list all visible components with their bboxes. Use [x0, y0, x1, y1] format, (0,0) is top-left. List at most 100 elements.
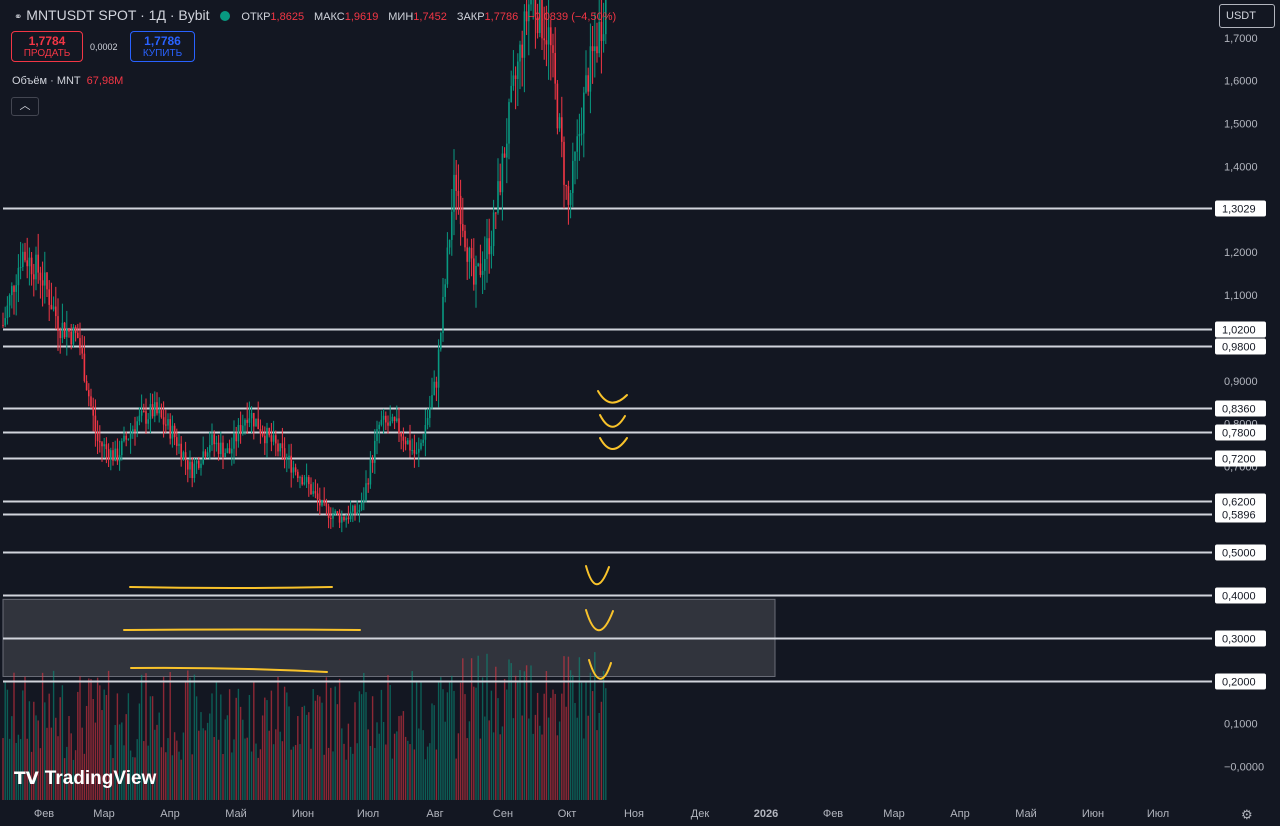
candle-body — [591, 46, 594, 52]
sell-button[interactable]: 1,7784 ПРОДАТЬ — [11, 31, 83, 62]
marker-curve[interactable] — [588, 659, 612, 680]
candle-body — [290, 455, 292, 473]
volume-bar — [517, 680, 519, 800]
candle-body — [169, 419, 171, 439]
y-tick-label: 1,5000 — [1224, 119, 1258, 131]
volume-bar — [72, 759, 75, 800]
volume-bar — [222, 753, 224, 800]
volume-bar — [367, 729, 369, 800]
candle-body — [15, 285, 17, 292]
candle-body — [543, 38, 545, 41]
candle-body — [525, 11, 528, 22]
currency-button[interactable]: USDT — [1219, 4, 1275, 28]
candle-body — [363, 499, 365, 502]
level-badge — [1215, 544, 1266, 561]
candle-body — [367, 483, 369, 485]
candle-body — [393, 416, 396, 422]
candle-body — [116, 448, 119, 462]
volume-bar — [376, 722, 378, 800]
marker-curve[interactable] — [585, 565, 610, 586]
candle-body — [512, 75, 515, 86]
candle-body — [492, 212, 495, 247]
candle-body — [39, 272, 42, 281]
candle-body — [123, 435, 125, 442]
volume-bar — [2, 738, 4, 800]
level-badge-label: 0,5000 — [1222, 548, 1256, 560]
candle-body — [514, 75, 517, 79]
marker-underline[interactable] — [123, 628, 361, 631]
volume-bar — [184, 681, 187, 800]
volume-bar — [411, 671, 413, 800]
marker-curve[interactable] — [585, 609, 614, 632]
volume-bar — [275, 729, 277, 800]
candle-body — [600, 21, 603, 41]
volume-bar — [13, 672, 15, 800]
volume-bar — [279, 731, 281, 800]
volume-bar — [134, 757, 136, 800]
volume-bar — [46, 727, 48, 800]
candle-body — [382, 415, 385, 420]
volume-bar — [378, 733, 380, 800]
marker-underline[interactable] — [130, 666, 328, 673]
tradingview-logo-icon: 𝗧𝗩 — [14, 769, 39, 788]
candle-body — [451, 211, 453, 240]
level-badge — [1215, 506, 1266, 523]
marker-underline[interactable] — [129, 586, 333, 589]
volume-bar — [576, 717, 578, 800]
volume-bar — [281, 741, 284, 800]
candle-body — [46, 272, 48, 290]
volume-bar — [391, 758, 394, 800]
candle-body — [536, 16, 539, 34]
volume-bar — [499, 734, 501, 800]
candle-body — [605, 0, 607, 35]
sell-label: ПРОДАТЬ — [23, 48, 71, 59]
volume-bar — [259, 749, 262, 800]
candle-body — [347, 517, 350, 520]
marker-curve[interactable] — [597, 390, 628, 404]
volume-bar — [233, 739, 235, 800]
volume-bar — [602, 670, 605, 800]
volume-bar — [420, 681, 422, 800]
candle-body — [378, 424, 380, 430]
candle-body — [2, 325, 4, 327]
candle-body — [523, 11, 526, 58]
candle-body — [105, 444, 108, 450]
volume-bar — [506, 689, 508, 800]
buy-button[interactable]: 1,7786 КУПИТЬ — [130, 31, 195, 62]
volume-bar — [66, 746, 68, 800]
marker-curve[interactable] — [599, 414, 626, 428]
volume-bar — [41, 672, 44, 800]
volume-bar — [585, 682, 587, 800]
level-badge-label: 1,3029 — [1222, 204, 1256, 216]
candle-body — [118, 455, 121, 462]
volume-bar — [519, 670, 521, 800]
volume-bar — [547, 717, 550, 800]
market-status-icon — [219, 11, 230, 21]
candle-body — [81, 348, 83, 354]
volume-bar — [143, 741, 145, 800]
candle-body — [345, 517, 347, 521]
volume-bar — [308, 712, 310, 800]
candle-body — [415, 452, 418, 454]
volume-bar — [523, 671, 526, 800]
volume-bar — [17, 734, 20, 800]
candle-body — [19, 267, 22, 269]
candle-body — [270, 435, 273, 442]
volume-bar — [264, 697, 266, 800]
symbol-title[interactable]: MNTUSDT SPOT · 1Д · Bybit — [26, 7, 210, 23]
gear-icon[interactable]: ⚙ — [1241, 807, 1253, 822]
volume-bar — [587, 715, 589, 800]
marker-curve[interactable] — [599, 437, 628, 450]
volume-bar — [149, 696, 152, 800]
candle-body — [4, 318, 6, 326]
volume-legend[interactable]: Объём · MNT 67,98M — [12, 75, 123, 87]
candle-body — [90, 396, 92, 407]
volume-bar — [176, 740, 178, 800]
candle-body — [88, 390, 90, 397]
candle-body — [121, 441, 123, 456]
collapse-legend-button[interactable]: ︿ — [11, 97, 39, 116]
candle-body — [231, 448, 233, 454]
close-label: ЗАКР — [456, 11, 485, 23]
volume-bar — [110, 744, 112, 800]
